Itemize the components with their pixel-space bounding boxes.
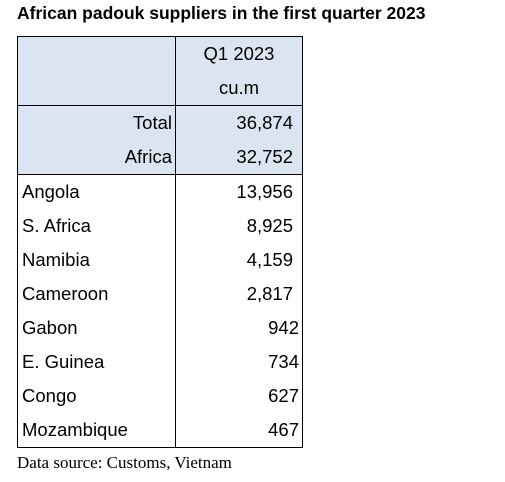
country-value: 2,817 — [175, 277, 303, 311]
table-row: Gabon 942 — [17, 311, 303, 345]
country-label: Angola — [17, 174, 176, 209]
table-row: Congo 627 — [17, 379, 303, 413]
unit-blank-cell — [17, 71, 176, 106]
table-row: Angola 13,956 — [17, 174, 303, 209]
country-label: E. Guinea — [17, 345, 176, 379]
table-row: Namibia 4,159 — [17, 243, 303, 277]
country-value: 627 — [175, 379, 303, 413]
data-table: Q1 2023 cu.m Total 36,874 Africa 32,752 … — [17, 36, 303, 448]
country-value: 467 — [175, 413, 303, 448]
country-value: 8,925 — [175, 209, 303, 243]
column-header: Q1 2023 — [175, 36, 303, 71]
header-row: Q1 2023 — [17, 36, 303, 71]
summary-value: 32,752 — [175, 140, 303, 175]
country-label: S. Africa — [17, 209, 176, 243]
table-row: E. Guinea 734 — [17, 345, 303, 379]
summary-value: 36,874 — [175, 105, 303, 140]
table-row: Mozambique 467 — [17, 413, 303, 448]
summary-label: Africa — [17, 140, 176, 175]
country-value: 13,956 — [175, 174, 303, 209]
country-value: 734 — [175, 345, 303, 379]
country-value: 942 — [175, 311, 303, 345]
unit-row: cu.m — [17, 71, 303, 106]
country-label: Congo — [17, 379, 176, 413]
country-label: Cameroon — [17, 277, 176, 311]
chart-title: African padouk suppliers in the first qu… — [17, 3, 426, 23]
country-value: 4,159 — [175, 243, 303, 277]
header-blank-cell — [17, 36, 176, 71]
summary-row-africa: Africa 32,752 — [17, 140, 303, 175]
table-row: S. Africa 8,925 — [17, 209, 303, 243]
summary-row-total: Total 36,874 — [17, 105, 303, 140]
summary-label: Total — [17, 105, 176, 140]
unit-label: cu.m — [175, 71, 303, 106]
country-label: Mozambique — [17, 413, 176, 448]
data-source-note: Data source: Customs, Vietnam — [17, 453, 232, 472]
country-label: Gabon — [17, 311, 176, 345]
country-label: Namibia — [17, 243, 176, 277]
table-row: Cameroon 2,817 — [17, 277, 303, 311]
